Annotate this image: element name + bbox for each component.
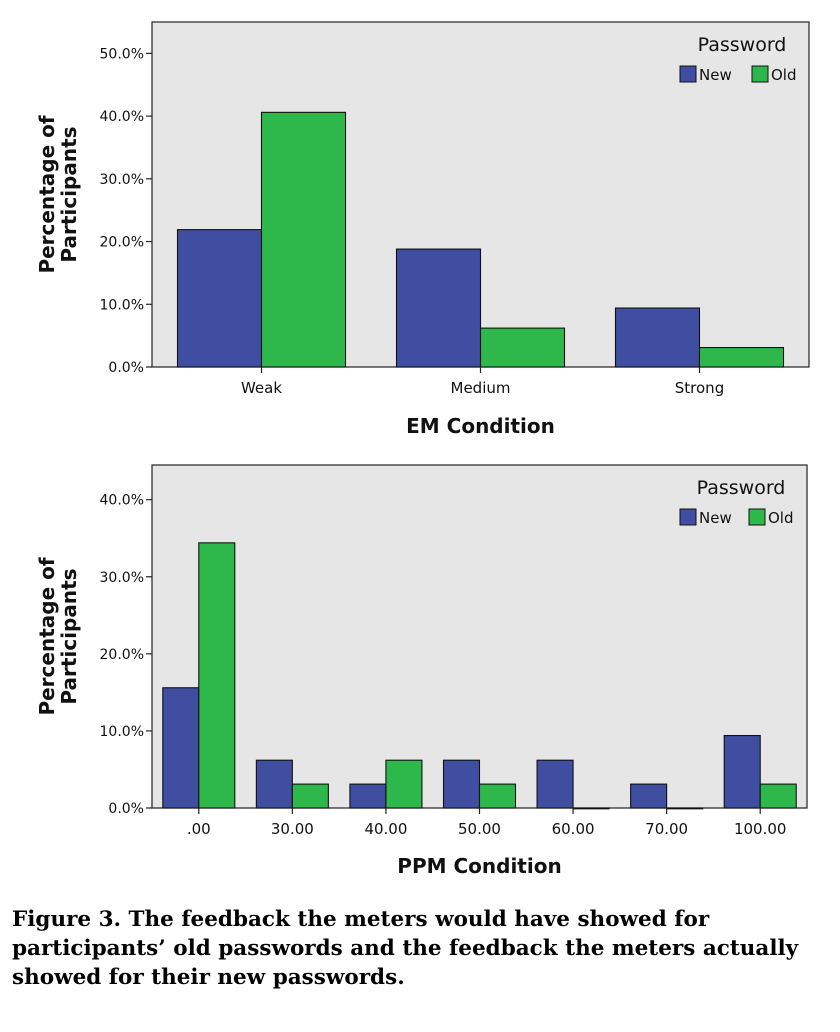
plot-area xyxy=(151,464,808,809)
legend-label-new: New xyxy=(699,66,732,84)
x-tick-label: 60.00 xyxy=(552,820,595,838)
y-tick-label: 40.0% xyxy=(100,493,144,509)
ppm-condition-chart: 0.0% 10.0% 20.0% 30.0% 40.0% .00 30.00 40.00 50.… xyxy=(35,464,808,878)
legend-label-new: New xyxy=(699,509,732,527)
bar-old-1 xyxy=(291,783,329,809)
y-tick-label: 30.0% xyxy=(100,172,144,188)
x-tick-label: 40.00 xyxy=(364,820,407,838)
legend-swatch-new xyxy=(679,508,697,526)
bar-old-0 xyxy=(260,111,347,368)
y-axis-label-line: Participants xyxy=(57,126,81,262)
bar-new-4 xyxy=(536,759,574,809)
bar-new-0 xyxy=(176,229,263,368)
legend-label-old: Old xyxy=(771,66,797,84)
x-axis-label: PPM Condition xyxy=(397,854,561,878)
y-tick-label: 50.0% xyxy=(100,46,144,62)
y-axis-label-line: Participants xyxy=(57,568,81,704)
bar-old-6 xyxy=(759,783,797,809)
y-axis-label-line: Percentage of xyxy=(35,115,59,273)
bar-new-6 xyxy=(723,734,761,809)
y-tick-label: 0.0% xyxy=(108,360,144,376)
bar-new-3 xyxy=(442,759,481,809)
bar-new-5 xyxy=(630,783,668,809)
bar-old-2 xyxy=(385,759,423,809)
x-axis-label: EM Condition xyxy=(406,414,555,438)
y-tick-label: 20.0% xyxy=(100,647,144,663)
x-tick-label: 70.00 xyxy=(645,820,688,838)
bar-old-5 xyxy=(666,807,704,810)
y-tick-label: 10.0% xyxy=(100,297,144,313)
y-axis-label: Percentage ofParticipants xyxy=(35,115,81,273)
y-tick-label: 0.0% xyxy=(108,801,144,817)
x-tick-label: Strong xyxy=(675,379,724,397)
x-tick-label: .00 xyxy=(187,820,211,838)
y-tick-label: 40.0% xyxy=(100,109,144,125)
figure-caption: Figure 3. The feedback the meters would … xyxy=(12,907,799,990)
bar-new-1 xyxy=(395,248,482,368)
legend-title: Password xyxy=(698,34,787,56)
bar-new-0 xyxy=(162,687,200,809)
bar-old-3 xyxy=(478,783,517,809)
bar-new-1 xyxy=(255,759,293,809)
bar-old-2 xyxy=(698,347,785,368)
bar-old-4 xyxy=(572,807,610,810)
legend-swatch-old xyxy=(748,508,766,526)
em-condition-chart: 0.0% 10.0% 20.0% 30.0% 40.0% 50.0% Weak Medium S… xyxy=(35,21,810,438)
x-tick-label: 50.00 xyxy=(458,820,501,838)
bar-old-1 xyxy=(479,327,566,368)
bar-new-2 xyxy=(614,307,701,368)
x-tick-label: 100.00 xyxy=(734,820,787,838)
x-tick-label: Medium xyxy=(451,379,511,397)
legend-title: Password xyxy=(697,477,786,499)
x-tick-label: Weak xyxy=(241,379,282,397)
y-axis-label-line: Percentage of xyxy=(35,557,59,715)
x-tick-label: 30.00 xyxy=(271,820,314,838)
y-axis-label: Percentage ofParticipants xyxy=(35,557,81,715)
legend-swatch-new xyxy=(679,65,697,83)
y-tick-label: 10.0% xyxy=(100,724,144,740)
legend-label-old: Old xyxy=(768,509,794,527)
bar-new-2 xyxy=(349,783,387,809)
y-tick-label: 30.0% xyxy=(100,570,144,586)
legend-swatch-old xyxy=(751,65,769,83)
y-tick-label: 20.0% xyxy=(100,235,144,251)
bar-old-0 xyxy=(198,542,236,809)
